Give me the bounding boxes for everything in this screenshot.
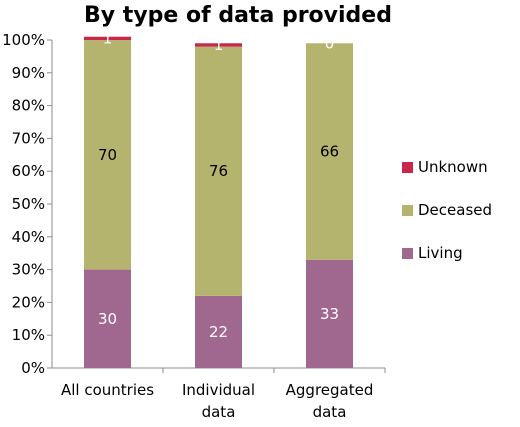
legend-label-deceased: Deceased: [418, 201, 492, 219]
y-tick-label: 100%: [2, 31, 45, 49]
bar-segment-living: [306, 259, 353, 368]
x-category-label: All countries: [61, 381, 154, 399]
x-category-label: Aggregated data: [286, 381, 374, 421]
data-label: 1: [103, 29, 113, 47]
y-tick-label: 0%: [21, 359, 45, 377]
data-label: 22: [209, 323, 228, 341]
x-category-label: Individual data: [182, 381, 255, 421]
y-tick-label: 40%: [12, 228, 45, 246]
y-tick-label: 10%: [12, 326, 45, 344]
bar-segment-unknown: [195, 43, 242, 47]
bars: 30 70 1 22 76 1 33 66 0: [84, 29, 353, 368]
legend-swatch-deceased: [402, 205, 413, 216]
y-tick-label: 60%: [12, 162, 45, 180]
y-tick-label: 90%: [12, 64, 45, 82]
bar-segment-unknown: [84, 36, 131, 40]
data-label: 30: [98, 310, 117, 328]
y-tick-label: 30%: [12, 261, 45, 279]
bar-segment-living: [84, 269, 131, 368]
legend-label-unknown: Unknown: [418, 158, 488, 176]
data-label: 70: [98, 146, 117, 164]
data-label: 66: [320, 143, 339, 161]
legend-label-living: Living: [418, 244, 463, 262]
y-tick-label: 70%: [12, 129, 45, 147]
legend-swatch-unknown: [402, 162, 413, 173]
legend-swatch-living: [402, 248, 413, 259]
data-label: 0: [325, 34, 335, 52]
bar-segment-living: [195, 295, 242, 368]
bar-segment-deceased: [84, 40, 131, 270]
bar-segment-deceased: [306, 43, 353, 260]
y-tick-label: 80%: [12, 97, 45, 115]
y-tick-label: 50%: [12, 195, 45, 213]
axes: 0% 10% 20% 30% 40% 50% 60% 70% 80% 90% 100% All cou…: [2, 31, 386, 421]
y-tick-label: 20%: [12, 293, 45, 311]
data-label: 33: [320, 305, 339, 323]
legend: Unknown Deceased Living: [402, 158, 492, 262]
bar-segment-deceased: [195, 46, 242, 296]
data-label: 76: [209, 162, 228, 180]
data-label: 1: [214, 36, 224, 54]
chart-title: By type of data provided: [84, 3, 392, 28]
